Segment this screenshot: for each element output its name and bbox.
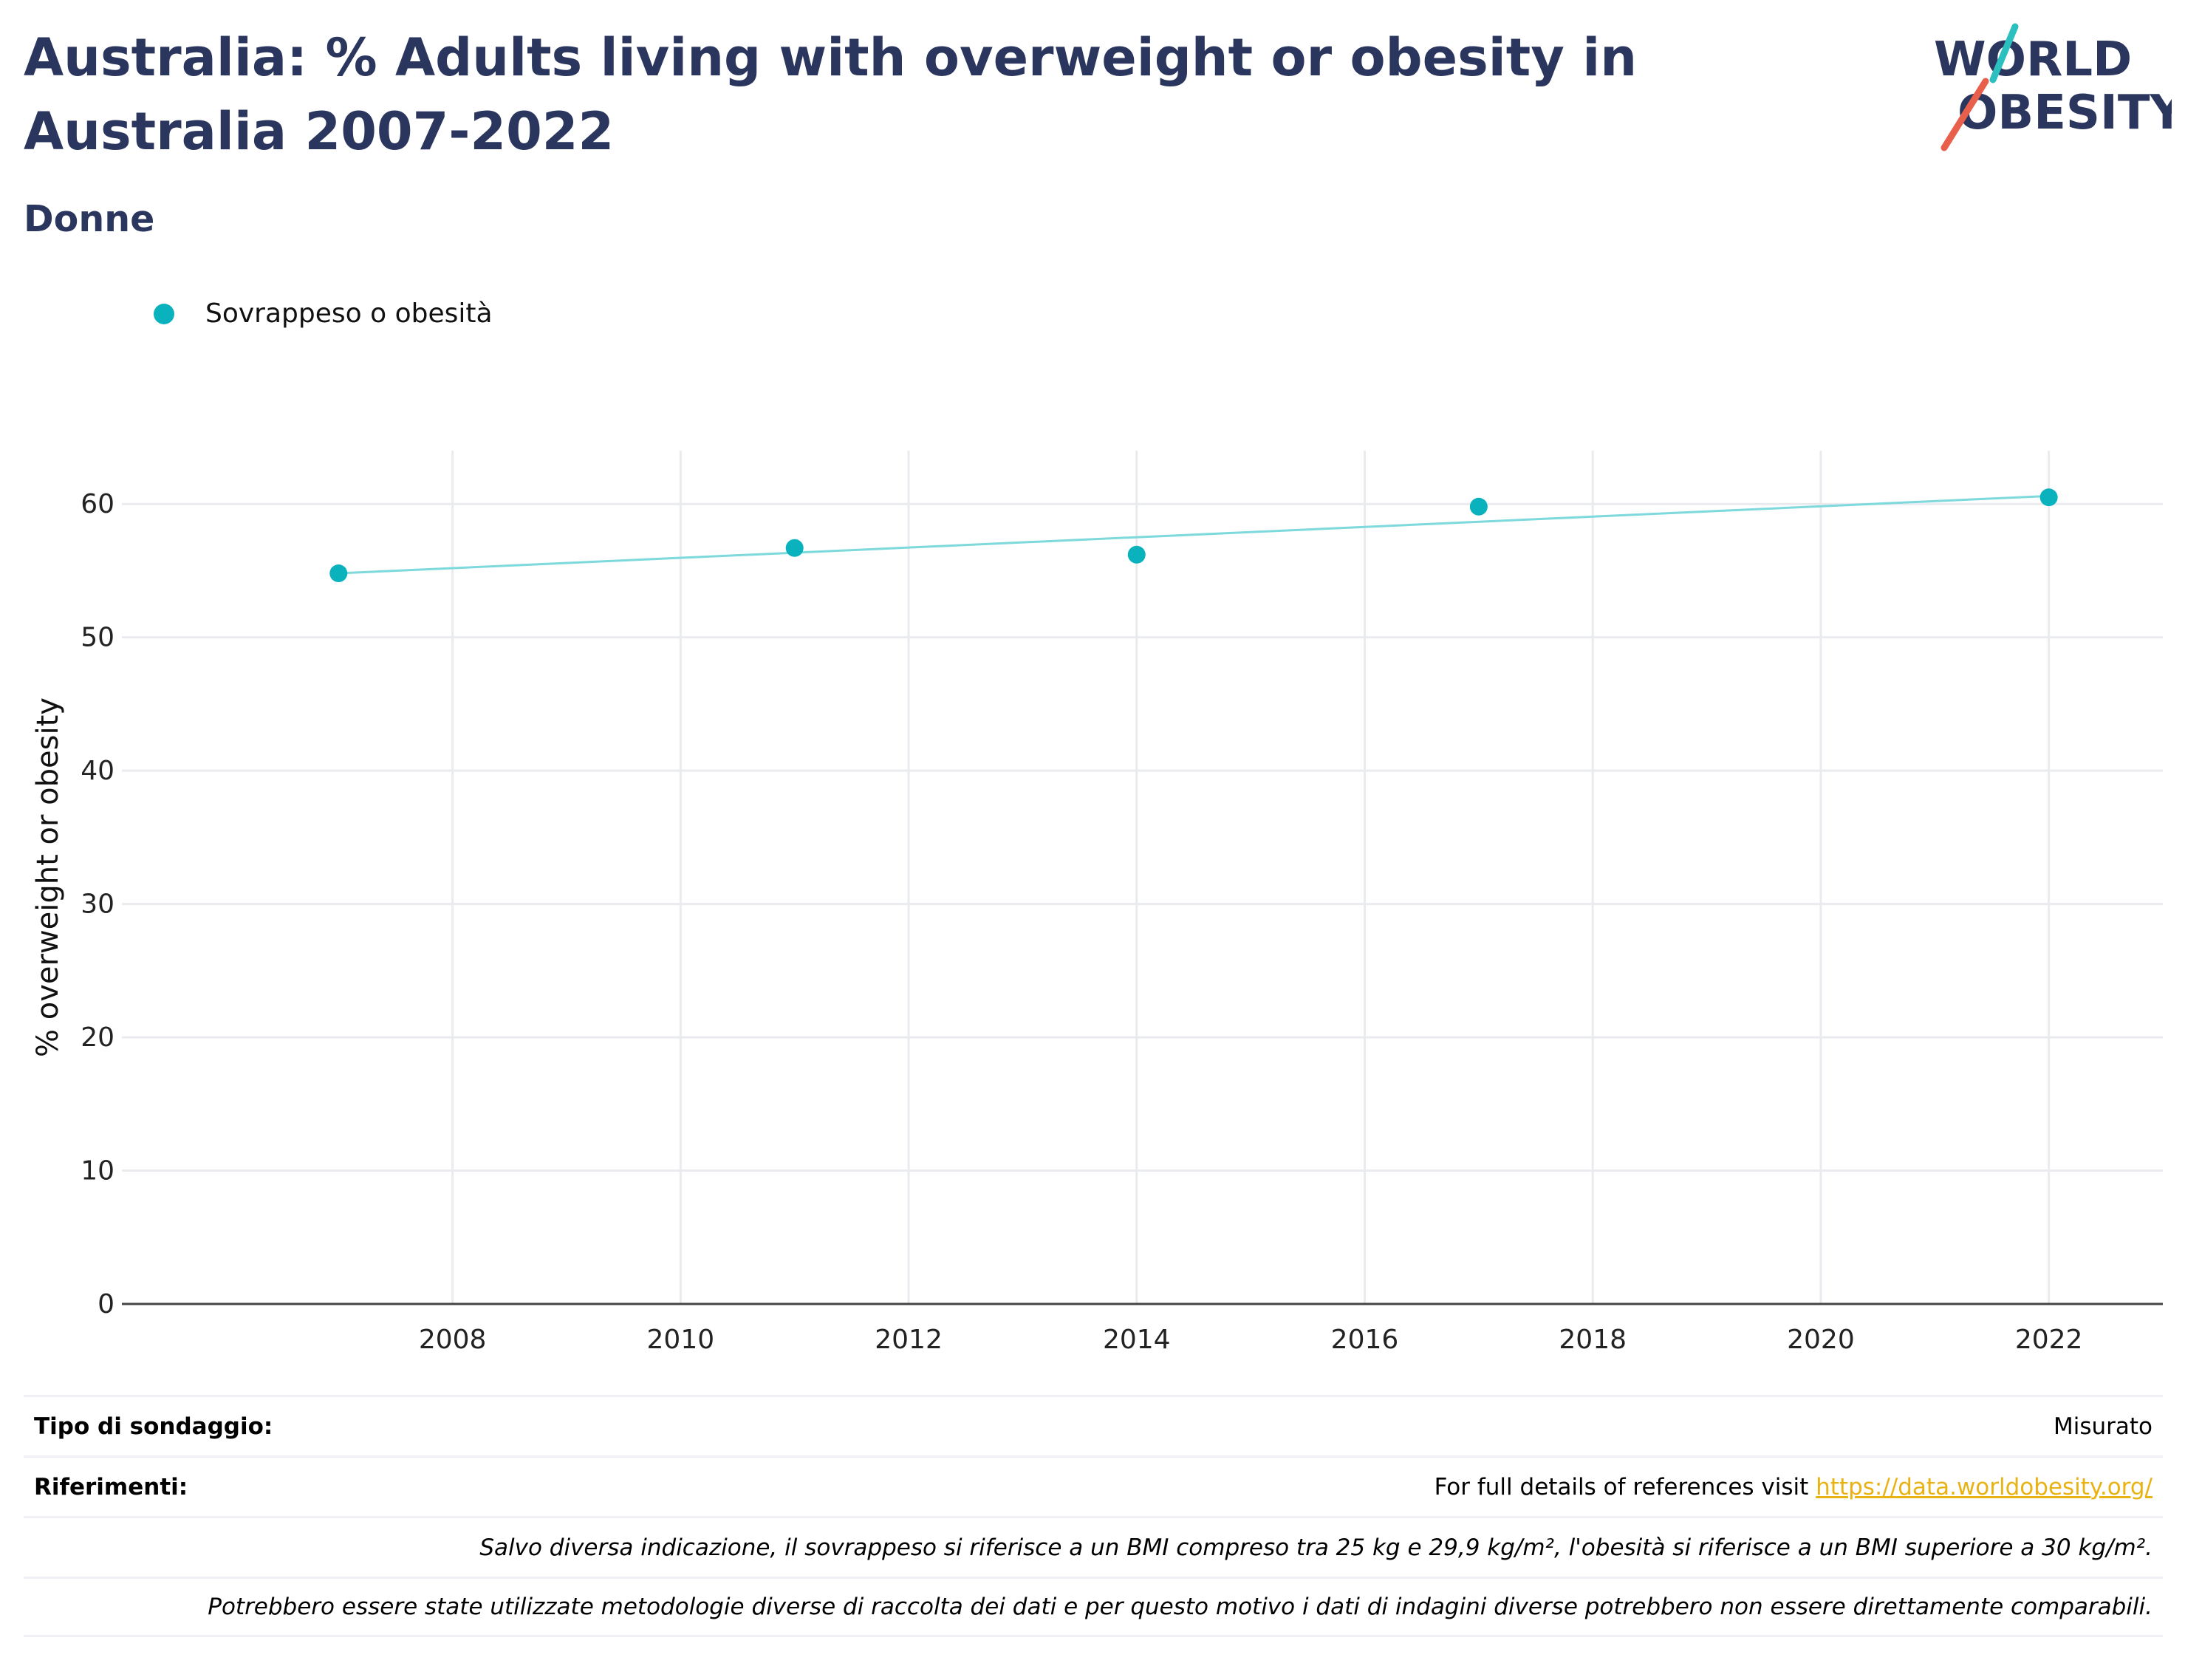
y-tick-label: 40: [81, 756, 114, 786]
trend-line: [338, 494, 2049, 575]
y-tick-label: 10: [81, 1156, 114, 1186]
survey-type-row: Tipo di sondaggio: Misurato: [24, 1395, 2163, 1455]
data-point: [1127, 545, 1146, 564]
data-point: [785, 539, 804, 557]
survey-type-value: Misurato: [2053, 1413, 2152, 1440]
logo-word-world: WORLD: [1934, 33, 2132, 87]
x-tick-label: 2010: [647, 1325, 715, 1355]
x-tick-label: 2012: [875, 1325, 943, 1355]
chart-title: Australia: % Adults living with overweig…: [24, 27, 1638, 162]
data-point: [1469, 497, 1488, 516]
data-point: [329, 564, 348, 583]
methodology-note-row: Potrebbero essere state utilizzate metod…: [24, 1577, 2163, 1637]
references-prefix: For full details of references visit: [1434, 1473, 1816, 1500]
references-row: Riferimenti: For full details of referen…: [24, 1455, 2163, 1516]
y-tick-label: 30: [81, 889, 114, 920]
bmi-note-row: Salvo diversa indicazione, il sovrappeso…: [24, 1516, 2163, 1577]
x-tick-label: 2016: [1331, 1325, 1399, 1355]
x-tick-label: 2008: [419, 1325, 487, 1355]
chart-subtitle: Donne: [24, 198, 155, 240]
y-tick-label: 50: [81, 623, 114, 653]
legend-label: Sovrappeso o obesità: [205, 298, 493, 329]
scatter-chart: 2008 2010 2012 2014 2016 2018 2020 2022 0 10 20 30 4…: [31, 451, 2163, 1355]
chart-legend[interactable]: Sovrappeso o obesità: [154, 298, 493, 329]
data-point: [2039, 488, 2058, 507]
x-tick-label: 2014: [1103, 1325, 1171, 1355]
chart-footer: Tipo di sondaggio: Misurato Riferimenti:…: [24, 1395, 2163, 1637]
world-obesity-logo[interactable]: WORLD OBESITY: [1921, 22, 2172, 155]
y-axis-title: % overweight or obesity: [31, 697, 65, 1057]
bmi-note: Salvo diversa indicazione, il sovrappeso…: [479, 1534, 2152, 1561]
logo-word-obesity: OBESITY: [1957, 86, 2172, 140]
references-text: For full details of references visit htt…: [1435, 1474, 2152, 1500]
y-tick-label: 0: [98, 1289, 114, 1319]
x-tick-label: 2018: [1559, 1325, 1627, 1355]
references-label: Riferimenti:: [34, 1473, 188, 1500]
references-link[interactable]: https://data.worldobesity.org/: [1816, 1473, 2152, 1500]
survey-type-label: Tipo di sondaggio:: [34, 1413, 273, 1440]
x-tick-label: 2022: [2015, 1325, 2083, 1355]
logo-slash-teal: [1989, 23, 2019, 83]
legend-marker: [154, 303, 174, 324]
y-tick-label: 60: [81, 489, 114, 519]
logo-slash-red: [1940, 78, 1989, 151]
x-tick-label: 2020: [1787, 1325, 1855, 1355]
y-tick-label: 20: [81, 1022, 114, 1053]
methodology-note: Potrebbero essere state utilizzate metod…: [208, 1594, 2152, 1620]
